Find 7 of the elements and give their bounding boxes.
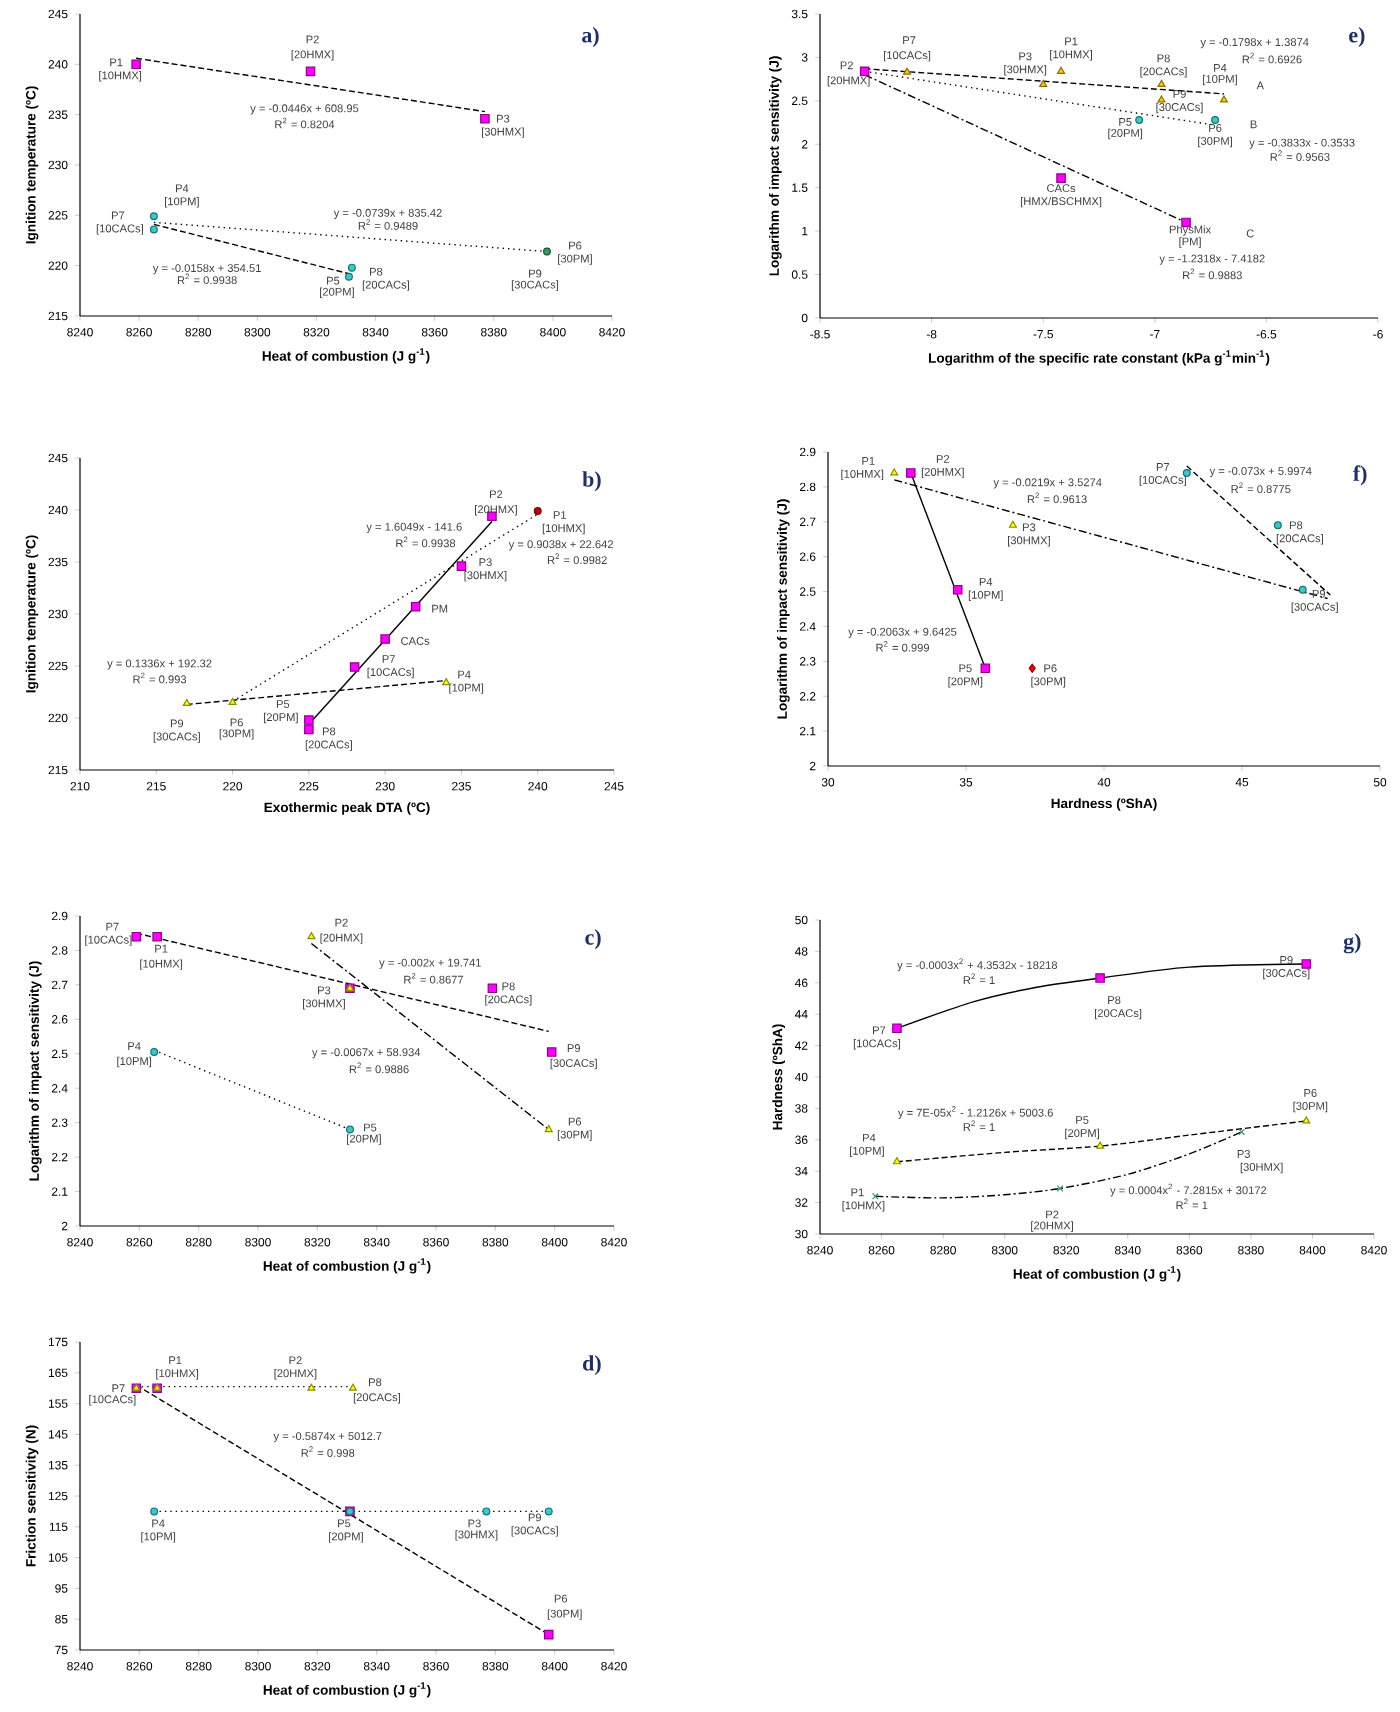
text: f) — [1353, 465, 1367, 486]
text: a) — [582, 27, 599, 47]
text: c) — [585, 929, 601, 950]
text: d) — [583, 1355, 601, 1376]
text: b) — [582, 471, 601, 492]
text: g) — [1343, 933, 1361, 954]
text: e) — [1349, 27, 1365, 47]
